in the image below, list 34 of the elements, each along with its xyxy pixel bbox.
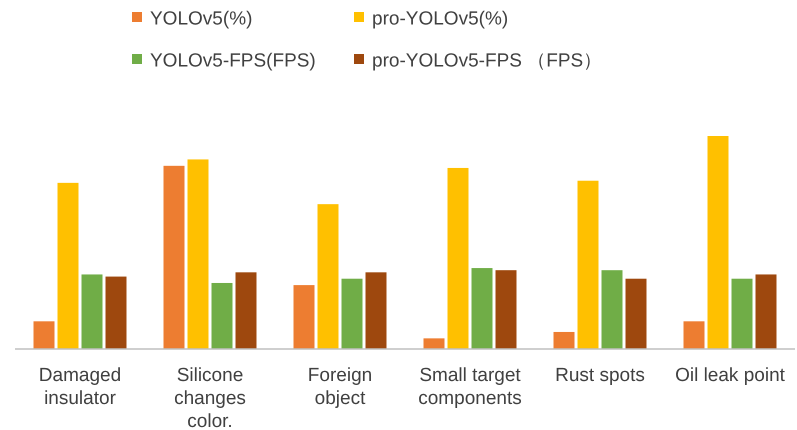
bar	[34, 321, 54, 349]
bar	[472, 268, 492, 349]
x-tick-label: Silicone changes color.	[174, 365, 246, 430]
bar	[554, 332, 574, 349]
bar	[188, 159, 208, 349]
x-tick-label: Oil leak point	[675, 365, 786, 386]
x-tick-label: Foreign object	[308, 365, 372, 409]
legend-label: pro-YOLOv5(%)	[372, 8, 508, 30]
bar	[496, 270, 516, 349]
bar	[684, 321, 704, 349]
x-tick-label: Damaged insulator	[38, 365, 122, 409]
legend-label: YOLOv5-FPS(FPS)	[150, 50, 316, 72]
x-tick-label: Small target components	[418, 365, 522, 409]
legend-label: pro-YOLOv5-FPS （FPS）	[372, 50, 602, 72]
bar	[448, 168, 468, 349]
bar	[294, 285, 314, 349]
bar	[626, 278, 646, 349]
bar	[58, 182, 78, 349]
bar	[318, 204, 338, 349]
bar	[82, 274, 102, 349]
bar	[236, 272, 256, 349]
bar	[212, 282, 232, 349]
bar	[106, 276, 126, 349]
bar	[708, 136, 728, 349]
bar	[366, 272, 386, 349]
x-tick-label: Rust spots	[555, 365, 645, 386]
bar	[164, 166, 184, 349]
bar	[732, 278, 752, 349]
bar	[342, 278, 362, 349]
bar	[578, 180, 598, 349]
bar	[756, 274, 776, 349]
legend-label: YOLOv5(%)	[150, 8, 252, 30]
bar	[424, 338, 444, 349]
bar	[602, 270, 622, 349]
